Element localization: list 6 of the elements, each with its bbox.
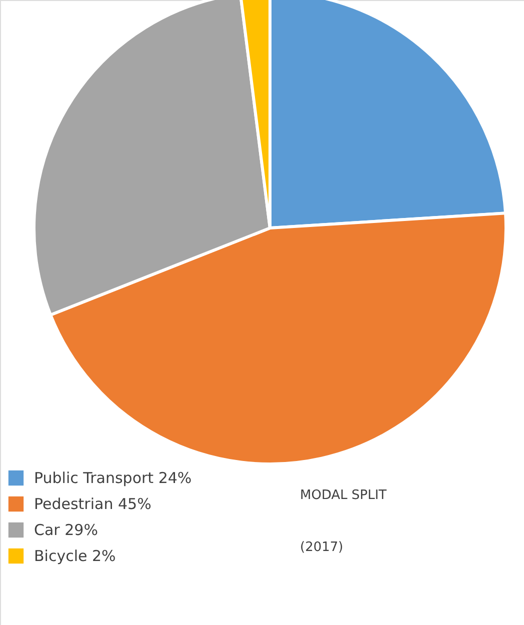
text: (2017) bbox=[300, 540, 344, 555]
text: MODAL SPLIT bbox=[300, 488, 387, 503]
legend-label: Pedestrian 45% bbox=[34, 495, 152, 513]
legend-label: Car 29% bbox=[34, 521, 98, 539]
legend-label: Bicycle 2% bbox=[34, 547, 116, 565]
legend-label: Public Transport 24% bbox=[34, 469, 192, 487]
